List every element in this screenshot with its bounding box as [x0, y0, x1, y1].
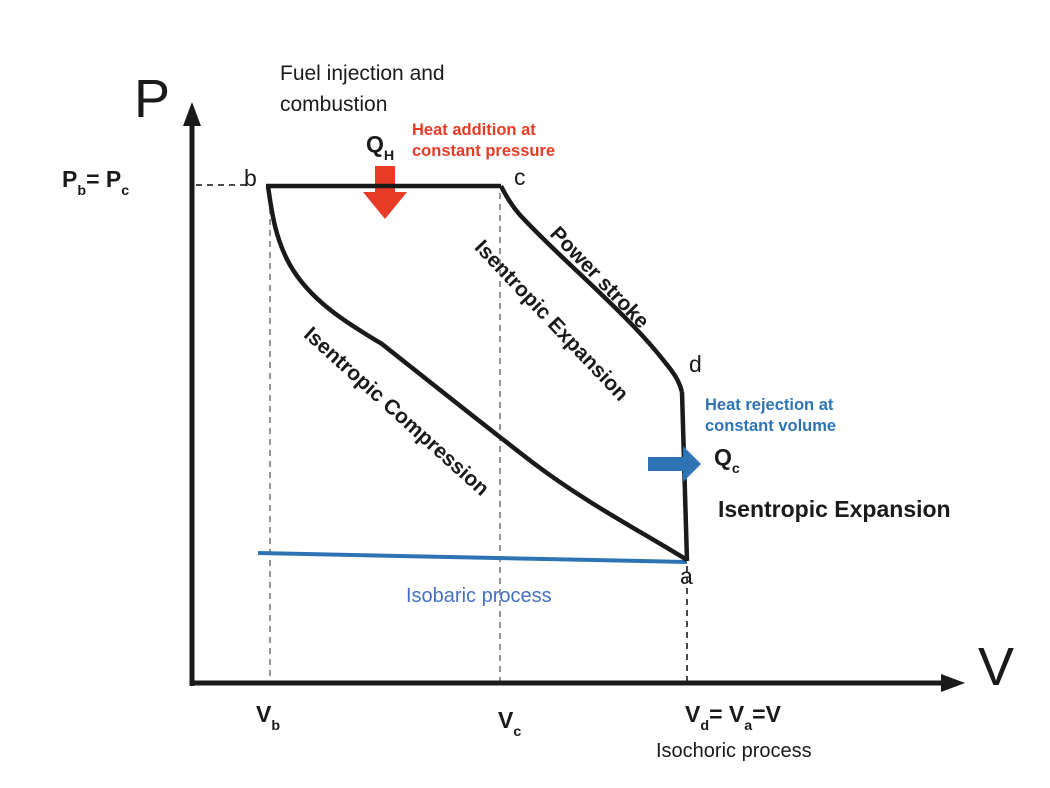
vd-va-label: Vd= Va=V	[685, 701, 781, 735]
fuel-injection-note-line2: combustion	[280, 93, 388, 116]
vd-va-t1: V	[685, 701, 701, 727]
vb-main: V	[256, 701, 272, 727]
pb-pc-s1: b	[77, 183, 87, 200]
cycle-curves	[265, 183, 690, 562]
pb-pc-t1: P	[62, 166, 78, 192]
heat-addition-note-line1: Heat addition at	[412, 121, 536, 139]
heat-rejection-arrow-icon	[648, 446, 701, 482]
qh-main: Q	[366, 131, 384, 157]
point-a-label: a	[680, 563, 693, 589]
heat-addition-note-line2: constant pressure	[412, 142, 556, 160]
axes	[183, 102, 965, 692]
vd-va-s2: a	[744, 718, 753, 735]
compression-curve-b-a	[265, 185, 689, 562]
x-axis-arrowhead	[941, 674, 965, 692]
qh-label: QH	[366, 131, 395, 165]
qc-main: Q	[714, 444, 732, 470]
power-stroke-curve-c-d	[498, 184, 685, 393]
pb-pc-label: Pb= Pc	[62, 166, 130, 200]
heat-rejection-note-line1: Heat rejection at	[705, 396, 834, 414]
isentropic-expansion-note: Isentropic Expansion	[718, 496, 951, 522]
point-b-label: b	[244, 165, 257, 191]
qh-sub: H	[383, 148, 395, 165]
v-axis-label: V	[978, 637, 1015, 697]
heat-rejection-note: Heat rejection at constant volume	[705, 395, 836, 437]
vd-va-s1: d	[700, 718, 710, 735]
isochoric-process-label: Isochoric process	[656, 740, 812, 762]
fuel-injection-note: Fuel injection and combustion	[280, 58, 445, 120]
pb-pc-t2: = P	[86, 166, 122, 192]
qc-sub: c	[731, 461, 740, 478]
vb-label: Vb	[256, 701, 281, 735]
vd-va-t3: =V	[752, 701, 781, 727]
vb-sub: b	[271, 718, 281, 735]
vc-main: V	[498, 707, 514, 733]
heat-addition-arrow-icon	[363, 166, 407, 219]
point-c-label: c	[514, 164, 526, 190]
isobaric-line	[257, 551, 688, 564]
heat-rejection-note-line2: constant volume	[705, 417, 837, 435]
vc-label: Vc	[498, 707, 522, 741]
point-d-label: d	[689, 351, 702, 377]
isobaric-process-label: Isobaric process	[406, 585, 552, 607]
p-axis-label: P	[134, 69, 171, 129]
vc-sub: c	[513, 724, 522, 741]
vd-va-t2: = V	[709, 701, 745, 727]
fuel-injection-note-line1: Fuel injection and	[280, 62, 445, 85]
pb-pc-s2: c	[121, 183, 130, 200]
qc-label: Qc	[714, 444, 740, 478]
heat-addition-note: Heat addition at constant pressure	[412, 120, 555, 162]
y-axis-arrowhead	[183, 102, 201, 126]
